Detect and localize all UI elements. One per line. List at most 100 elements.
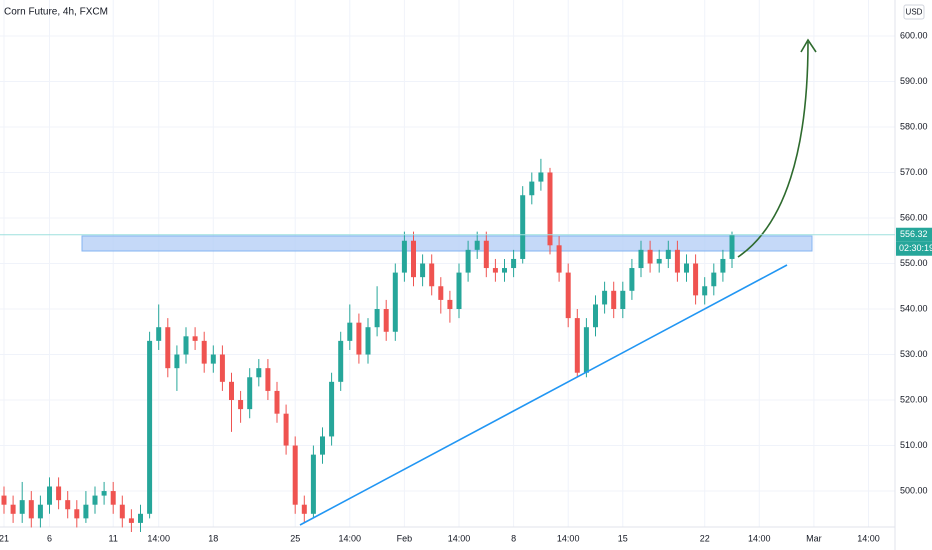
candle-body [83, 504, 89, 519]
candle-body [210, 354, 216, 364]
y-tick-label: 540.00 [900, 303, 928, 313]
candle-body [28, 500, 34, 519]
candle-body [511, 258, 517, 269]
candle-body [620, 290, 626, 310]
candles [1, 158, 735, 533]
candle-body [19, 500, 25, 514]
x-tick-label: 22 [700, 533, 710, 543]
projection-arrow [737, 41, 809, 258]
grid [0, 0, 895, 527]
y-tick-label: 520.00 [900, 394, 928, 404]
x-tick-label: 11 [109, 533, 118, 543]
candle-body [310, 454, 316, 514]
candle-body [110, 491, 116, 505]
candle-body [301, 504, 307, 514]
x-tick-label: 14:00 [448, 533, 471, 543]
y-tick-label: 510.00 [900, 440, 928, 450]
last-price-box [896, 227, 932, 242]
candle-body [492, 268, 498, 273]
candle-body [401, 240, 407, 273]
candle-body [565, 272, 571, 319]
x-tick-label: 15 [618, 533, 628, 543]
candle-body [192, 336, 198, 341]
y-tick-label: 580.00 [900, 121, 928, 131]
candle-body [274, 390, 280, 414]
candle-body [474, 240, 480, 250]
candle-body [529, 181, 535, 196]
currency[interactable]: USD [906, 8, 923, 17]
candle-body [392, 272, 398, 332]
candle-body [365, 327, 371, 355]
candle-body [702, 286, 708, 296]
candle-body [656, 258, 662, 264]
candle-body [156, 327, 162, 341]
y-tick-label: 550.00 [900, 258, 928, 268]
candle-body [520, 195, 526, 259]
candle-body [356, 322, 362, 355]
arrow-head [800, 38, 817, 53]
candle-body [338, 340, 344, 382]
countdown-box [896, 241, 932, 256]
y-tick-label: 570.00 [900, 167, 928, 177]
x-tick-label: Feb [397, 533, 413, 543]
y-tick-label: 590.00 [900, 76, 928, 86]
candle-body [47, 486, 52, 505]
candle-body [37, 504, 43, 519]
candle-body [92, 495, 98, 505]
candle-body [374, 309, 380, 328]
candle-body [711, 272, 717, 287]
candle-body [611, 290, 617, 310]
candle-body [420, 263, 426, 278]
candle-body [383, 309, 389, 332]
candle-body [320, 436, 325, 455]
candle-body [538, 172, 544, 182]
candle-body [674, 249, 680, 273]
countdown-label: 02:30:19 [899, 243, 932, 253]
candle-body [101, 491, 107, 496]
candle-body [483, 240, 489, 269]
candle-body [65, 500, 71, 510]
chart-title: Corn Future, 4h, FXCM [4, 7, 108, 18]
candle-body [119, 504, 125, 519]
candle-body [219, 354, 225, 382]
candle-body [465, 249, 471, 273]
candle-body [292, 445, 298, 505]
candle-body [693, 263, 699, 296]
candle-body [684, 263, 689, 273]
candle-body [411, 240, 416, 278]
candle-body [56, 486, 62, 501]
candle-body [638, 249, 644, 269]
candle-body [502, 268, 507, 273]
resistance-zone [81, 235, 813, 252]
candle-body [201, 340, 207, 364]
x-tick-label: 18 [208, 533, 218, 543]
candle-body [138, 513, 143, 523]
candle-body [574, 318, 580, 373]
candle-body [429, 263, 435, 287]
x-tick-label: 14:00 [557, 533, 580, 543]
x-tick-label: 14:00 [748, 533, 771, 543]
x-tick-label: 21 [0, 533, 9, 543]
candle-body [456, 272, 462, 310]
y-tick-label: 530.00 [900, 349, 928, 359]
candle-body [547, 172, 553, 246]
candle-body [720, 258, 726, 273]
x-tick-label: 14:00 [339, 533, 362, 543]
candle-body [438, 286, 444, 300]
trend-line [299, 264, 788, 526]
y-tick-label: 600.00 [900, 30, 928, 40]
y-tick-label: 560.00 [900, 212, 928, 222]
candle-body [165, 327, 171, 369]
candle-body [10, 504, 16, 514]
candle-body [128, 518, 134, 523]
candle-body [665, 249, 671, 259]
candle-body [347, 322, 353, 341]
candle-body [238, 400, 244, 410]
candle-body [329, 381, 335, 437]
candle-body [583, 327, 589, 373]
candle-body [283, 413, 289, 446]
currency-box[interactable] [903, 4, 925, 20]
x-tick-label: 14:00 [857, 533, 880, 543]
